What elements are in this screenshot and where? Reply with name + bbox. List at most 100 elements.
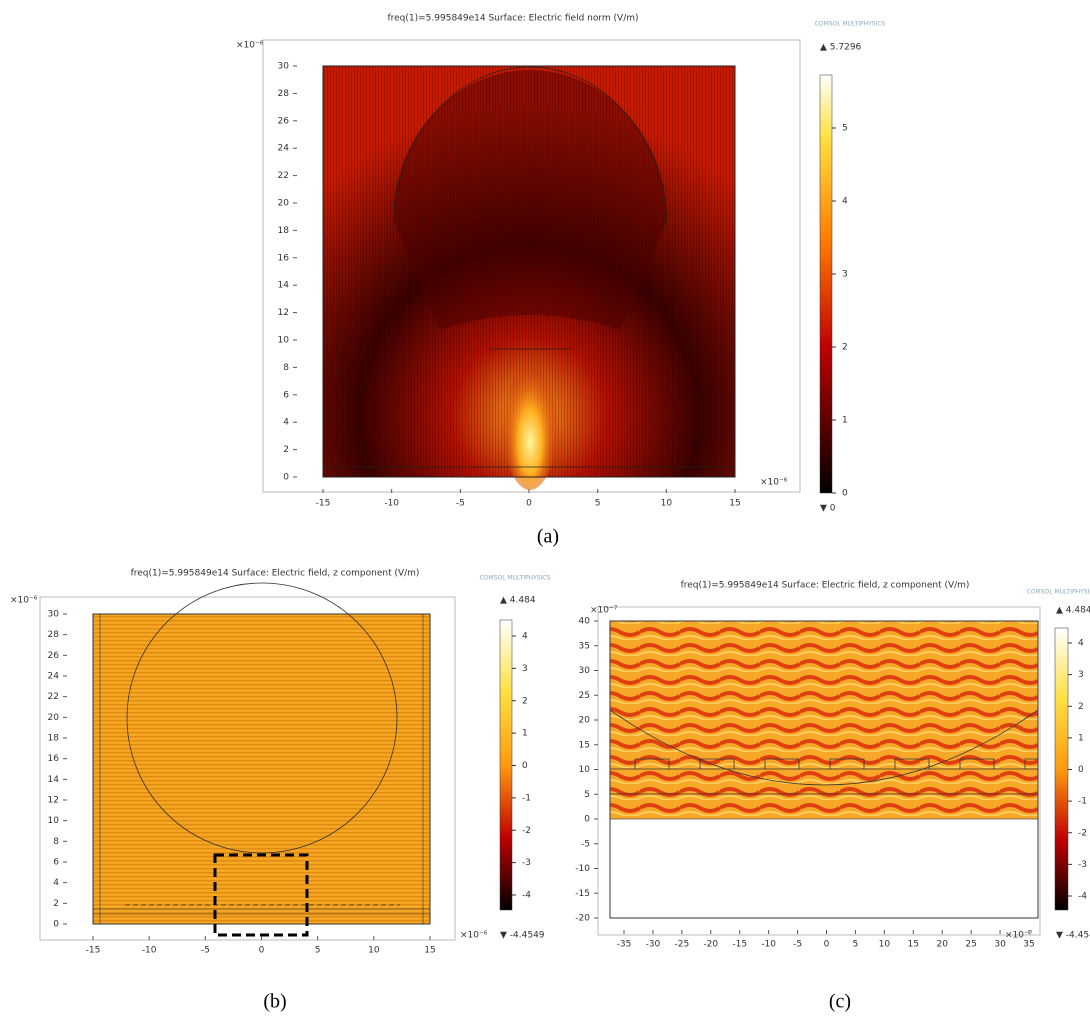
colorbar-tick-label: 2 [842,343,848,353]
x-tick-label: 5 [853,940,859,950]
grating [634,758,1038,769]
y-tick-label: 2 [53,899,59,909]
colorbar-min: ▼ -4.4549 [500,931,545,941]
colorbar-tick-label: 0 [1078,765,1084,775]
x-tick-label: 10 [661,499,673,509]
y-tick-label: 14 [278,281,290,291]
colorbar [1054,627,1069,911]
x-scale: ×10⁻⁶ [760,478,788,488]
lens-boundary [126,582,398,854]
logo: COMSOL MULTIPHYSICS [1027,589,1090,596]
y-tick-label: 10 [278,336,290,346]
colorbar [819,74,833,494]
y-tick-label: -15 [575,889,590,899]
field-plot [610,621,1038,819]
zoom-box [213,853,309,937]
x-tick-label: -5 [456,499,465,509]
x-tick-label: 15 [729,499,740,509]
x-tick-label: -15 [732,940,747,950]
x-tick-label: 10 [368,946,380,956]
y-tick-label: 20 [278,199,290,209]
y-tick-label: 28 [48,630,60,640]
x-scale: ×10⁻⁷ [1005,931,1033,941]
x-tick-label: -10 [142,946,157,956]
colorbar-tick-label: 1 [842,416,848,426]
y-tick-label: 24 [278,144,290,154]
colorbar-max: ▲ 4.484 [500,596,536,606]
x-tick-label: -35 [617,940,632,950]
x-tick-label: 35 [1023,940,1034,950]
colorbar-tick-label: -3 [1078,860,1087,870]
y-tick-label: 30 [579,666,591,676]
plot-title: freq(1)=5.995849e14 Surface: Electric fi… [387,14,638,24]
y-scale: ×10⁻⁷ [590,606,618,616]
colorbar-tick-label: 0 [522,761,528,771]
y-tick-label: 4 [283,418,289,428]
field-plot [92,613,431,925]
caption: (a) [537,526,559,548]
x-tick-label: 30 [994,940,1006,950]
y-tick-label: 30 [48,610,60,620]
y-tick-label: 16 [278,253,290,263]
y-tick-label: 4 [53,878,59,888]
y-tick-label: 6 [53,858,59,868]
x-scale: ×10⁻⁶ [460,931,488,941]
x-tick-label: -15 [86,946,101,956]
x-tick-label: -10 [384,499,399,509]
x-tick-label: 15 [424,946,435,956]
y-scale: ×10⁻⁶ [10,596,38,606]
x-tick-label: -5 [201,946,210,956]
colorbar [499,619,513,911]
y-tick-label: 24 [48,672,60,682]
plot-border [322,65,736,478]
focus-spot [500,330,560,490]
y-tick-label: 22 [278,171,289,181]
colorbar-min: ▼ 0 [820,504,836,514]
colorbar-min: ▼ -4.4549 [1056,931,1090,941]
y-tick-label: 20 [48,713,60,723]
colorbar-tick-label: -4 [522,891,531,901]
y-tick-label: 18 [48,734,60,744]
y-tick-label: -5 [581,839,590,849]
x-tick-label: -15 [316,499,331,509]
y-tick-label: 14 [48,775,60,785]
lens-boundary [609,709,1039,786]
plot-title: freq(1)=5.995849e14 Surface: Electric fi… [681,581,970,591]
colorbar-tick-label: 1 [1078,733,1084,743]
substrate-region [609,818,1039,919]
y-tick-label: 26 [278,116,290,126]
logo: COMSOL MULTIPHYSICS [815,21,886,28]
colorbar-tick-label: 4 [1078,639,1084,649]
y-tick-label: 16 [48,754,60,764]
colorbar-tick-label: 2 [522,696,528,706]
colorbar-tick-label: 3 [842,270,848,280]
y-scale: ×10⁻⁶ [236,41,264,51]
logo: COMSOL MULTIPHYSICS [480,575,551,582]
y-tick-label: 0 [53,920,59,930]
colorbar-tick-label: 2 [1078,702,1084,712]
axes-frame [262,39,801,493]
x-tick-label: -25 [675,940,690,950]
x-tick-label: 15 [908,940,919,950]
caption: (b) [263,991,286,1013]
plot-border [609,620,1039,919]
y-tick-label: 20 [579,716,591,726]
y-tick-label: 40 [579,617,591,627]
lens-boundary [392,66,668,231]
x-tick-label: 20 [936,940,948,950]
colorbar-tick-label: -4 [1078,892,1087,902]
y-tick-label: 10 [48,816,60,826]
y-tick-label: 25 [579,691,590,701]
y-tick-label: 6 [283,390,289,400]
y-tick-label: 28 [278,89,290,99]
x-tick-label: 10 [879,940,891,950]
plot-title: freq(1)=5.995849e14 Surface: Electric fi… [131,569,420,579]
y-tick-label: 8 [283,363,289,373]
colorbar-tick-label: 3 [522,664,528,674]
colorbar-tick-label: -2 [1078,828,1087,838]
x-tick-label: 25 [965,940,976,950]
y-tick-label: 15 [579,740,590,750]
colorbar-tick-label: 4 [842,197,848,207]
y-tick-label: -20 [575,914,590,924]
